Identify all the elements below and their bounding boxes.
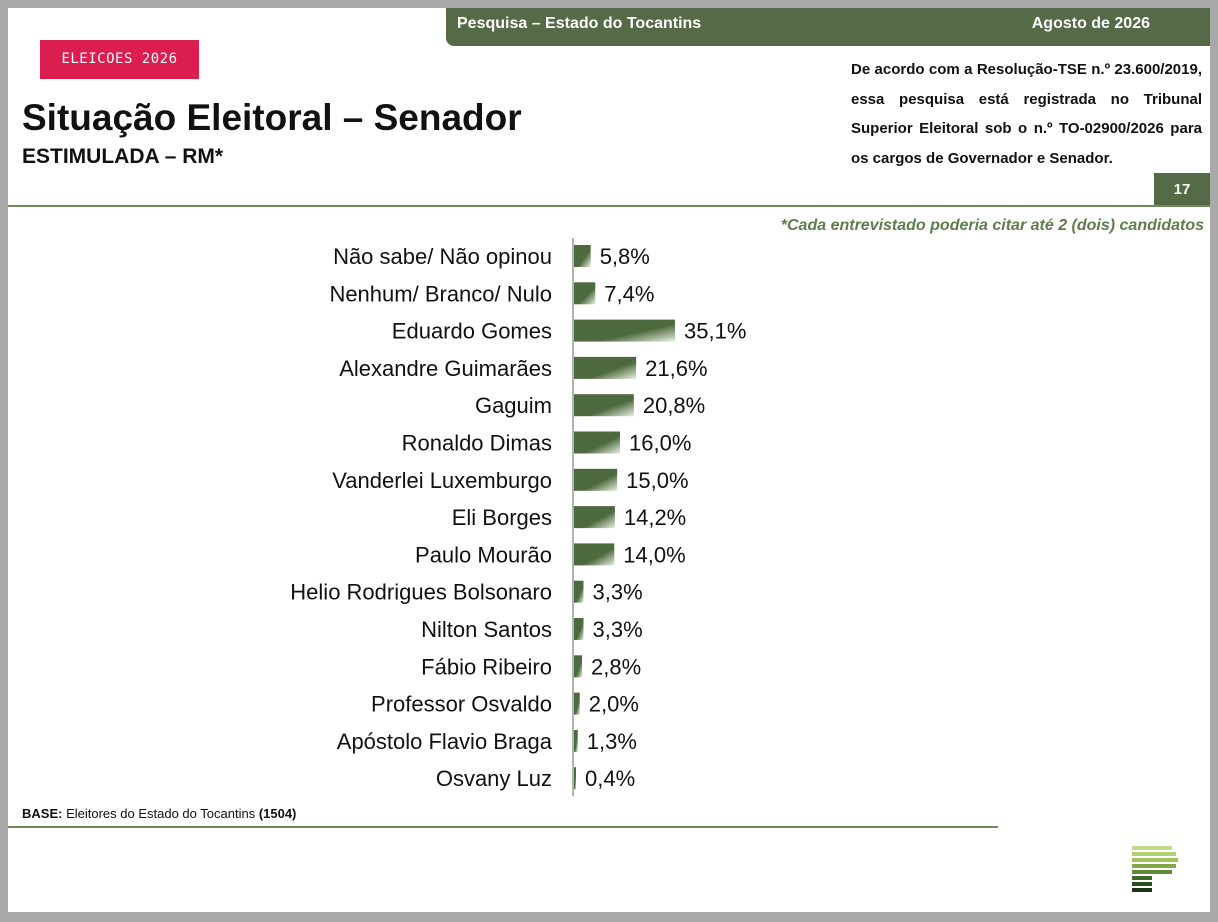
value-label: 3,3% [592,580,642,605]
base-note: BASE: Eleitores do Estado do Tocantins (… [22,806,296,821]
bar [574,692,580,715]
category-label: Nilton Santos [421,617,552,642]
stacked-bars-logo-icon [1132,846,1178,892]
bar [574,356,637,379]
bars-group: Não sabe/ Não opinou 5,8% Nenhum/ Branco/ … [290,244,746,791]
base-count: (1504) [258,806,297,821]
category-label: Nenhum/ Branco/ Nulo [329,281,552,306]
category-label: Alexandre Guimarães [339,356,552,381]
value-label: 21,6% [645,356,707,381]
value-label: 7,4% [604,281,654,306]
value-label: 2,0% [589,692,639,717]
bar [574,655,583,678]
bar-chart: Não sabe/ Não opinou 5,8% Nenhum/ Branco/ … [290,238,746,797]
value-label: 0,4% [585,766,635,791]
bar [574,729,578,752]
bar [574,618,584,640]
category-label: Vanderlei Luxemburgo [332,468,552,493]
registration-note: De acordo com a Resolução-TSE n.º 23.600… [851,61,1202,167]
bar [574,543,615,566]
category-label: Eli Borges [452,505,552,530]
survey-label: Pesquisa – Estado do Tocantins [457,15,702,32]
election-tag-badge: ELEICOES 2026 [40,40,199,79]
value-label: 35,1% [684,319,746,344]
category-label: Osvany Luz [436,766,552,791]
page-title: Situação Eleitoral – Senador [22,97,522,138]
footer-divider [8,826,998,828]
category-label: Eduardo Gomes [392,319,552,344]
page-subtitle: ESTIMULADA – RM* [22,145,224,168]
header-divider [8,205,1210,207]
base-text: Eleitores do Estado do Tocantins [66,806,256,821]
value-label: 14,0% [623,542,685,567]
value-label: 14,2% [624,505,686,530]
bar [574,245,591,267]
value-label: 16,0% [629,431,691,456]
bar [574,468,618,491]
category-label: Professor Osvaldo [371,692,552,717]
bar [574,767,576,790]
value-label: 3,3% [592,617,642,642]
bar [574,506,615,529]
value-label: 15,0% [626,468,688,493]
base-label: BASE: [22,806,63,821]
bar [574,394,634,417]
category-label: Fábio Ribeiro [421,654,552,679]
category-label: Helio Rodrigues Bolsonaro [290,580,552,605]
bar [574,282,596,305]
page-number-badge: 17 [1154,173,1210,206]
survey-date: Agosto de 2026 [1031,15,1150,32]
top-bar: Pesquisa – Estado do Tocantins Agosto de… [446,8,1210,46]
slide: Pesquisa – Estado do Tocantins Agosto de… [8,8,1210,912]
value-label: 1,3% [587,729,637,754]
value-label: 5,8% [600,244,650,269]
value-label: 20,8% [643,393,705,418]
category-label: Paulo Mourão [415,542,552,567]
category-label: Gaguim [475,393,552,418]
chart-footnote: *Cada entrevistado poderia citar até 2 (… [780,217,1204,234]
bar [574,580,584,603]
category-label: Ronaldo Dimas [402,431,552,456]
category-label: Apóstolo Flavio Braga [337,729,553,754]
bar [574,431,621,454]
bar [574,319,675,342]
value-label: 2,8% [591,654,641,679]
category-label: Não sabe/ Não opinou [333,244,552,269]
